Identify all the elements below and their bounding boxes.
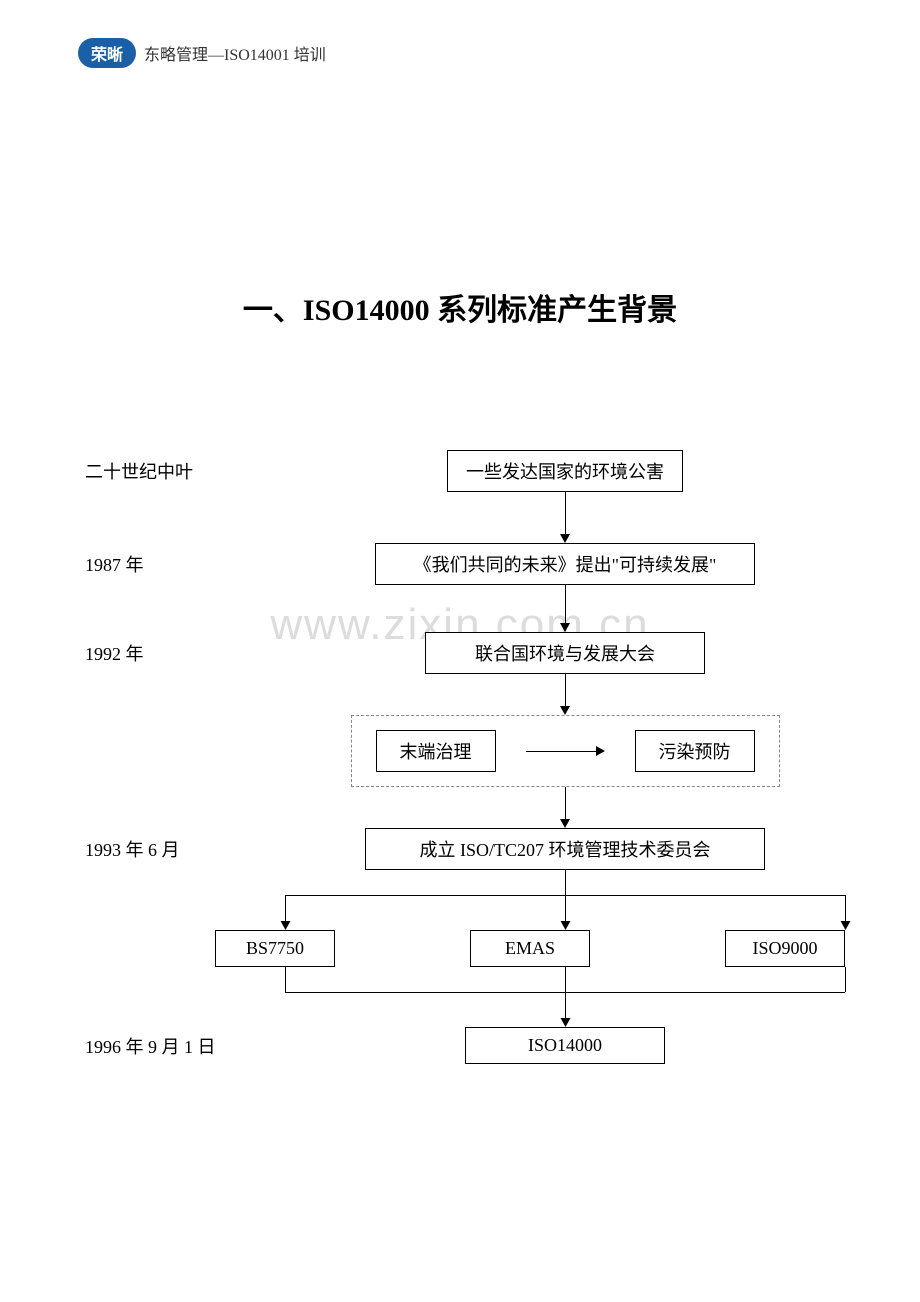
- flow-node: ISO9000: [725, 930, 845, 967]
- flowchart: 二十世纪中叶 一些发达国家的环境公害 1987 年 《我们共同的未来》提出"可持…: [85, 450, 845, 1064]
- flow-row: 1987 年 《我们共同的未来》提出"可持续发展": [85, 543, 845, 585]
- branch-connector: [285, 870, 845, 930]
- merge-connector: [285, 967, 845, 1027]
- page-header: 荣晰 东略管理—ISO14001 培训: [78, 38, 326, 68]
- flow-node: BS7750: [215, 930, 335, 967]
- logo: 荣晰: [78, 38, 136, 68]
- flow-node: 《我们共同的未来》提出"可持续发展": [375, 543, 755, 585]
- logo-text: 荣晰: [91, 41, 123, 65]
- flow-row: 1996 年 9 月 1 日 ISO14000: [85, 1027, 845, 1064]
- time-label: 1996 年 9 月 1 日: [85, 1033, 285, 1059]
- flow-node: ISO14000: [465, 1027, 665, 1064]
- flow-node: 污染预防: [635, 730, 755, 772]
- arrow-right-icon: [526, 746, 605, 756]
- arrow-down-icon: [285, 585, 845, 632]
- flow-node: EMAS: [470, 930, 590, 967]
- arrow-down-icon: [285, 787, 845, 828]
- flow-node: 一些发达国家的环境公害: [447, 450, 683, 492]
- time-label: 二十世纪中叶: [85, 458, 285, 484]
- flow-node: 联合国环境与发展大会: [425, 632, 705, 674]
- flow-row: 末端治理 污染预防: [85, 715, 845, 787]
- flow-node: 末端治理: [376, 730, 496, 772]
- header-subtitle: 东略管理—ISO14001 培训: [144, 41, 326, 65]
- time-label: 1992 年: [85, 640, 285, 666]
- dashed-group: 末端治理 污染预防: [351, 715, 780, 787]
- flow-row: 二十世纪中叶 一些发达国家的环境公害: [85, 450, 845, 492]
- page-title: 一、ISO14000 系列标准产生背景: [0, 285, 920, 329]
- arrow-down-icon: [285, 492, 845, 543]
- branch-row: BS7750 EMAS ISO9000: [215, 930, 845, 967]
- flow-row: 1993 年 6 月 成立 ISO/TC207 环境管理技术委员会: [85, 828, 845, 870]
- time-label: 1993 年 6 月: [85, 836, 285, 862]
- time-label: 1987 年: [85, 551, 285, 577]
- flow-node: 成立 ISO/TC207 环境管理技术委员会: [365, 828, 765, 870]
- flow-row: 1992 年 联合国环境与发展大会: [85, 632, 845, 674]
- arrow-down-icon: [285, 674, 845, 715]
